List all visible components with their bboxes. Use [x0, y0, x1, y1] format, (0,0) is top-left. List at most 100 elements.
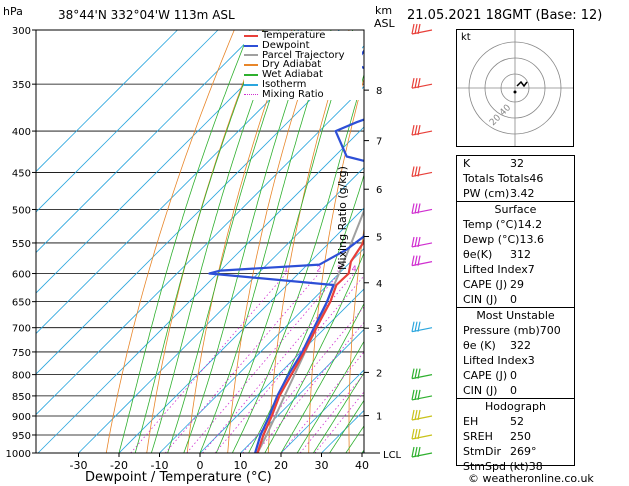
temperature-tick-label: -30: [70, 459, 88, 472]
x-axis-label: Dewpoint / Temperature (°C): [85, 470, 272, 485]
legend: Temperature Dewpoint Parcel Trajectory Dry …: [244, 30, 362, 100]
table-row: CIN (J) 0: [457, 292, 574, 307]
wind-barb: [411, 78, 433, 89]
table-row-value: 269°: [510, 445, 537, 458]
lcl-label: LCL: [383, 450, 402, 461]
pressure-tick-label: 700: [12, 324, 31, 335]
legend-label: Dewpoint: [262, 39, 310, 51]
pressure-tick-label: 750: [12, 348, 31, 359]
pressure-tick-label: 400: [12, 127, 31, 138]
wind-barb: [411, 255, 433, 267]
legend-label: Wet Adiabat: [262, 69, 323, 81]
table-row-label: SREH: [463, 430, 493, 443]
isotherm-line: [78, 166, 364, 453]
table-row-label: Temp (°C): [463, 218, 518, 231]
legend-item: Parcel Trajectory: [244, 50, 362, 61]
asl-label: ASL: [374, 17, 395, 30]
table-row: PW (cm) 3.42: [457, 186, 574, 201]
pressure-tick-label: 450: [12, 168, 31, 179]
copyright: © weatheronline.co.uk: [468, 472, 594, 485]
legend-swatch: [244, 54, 258, 57]
wind-barb: [411, 23, 433, 35]
legend-swatch: [244, 83, 258, 86]
table-row: Temp (°C) 14.2: [457, 217, 574, 232]
most-unstable-section-title: Most Unstable: [457, 307, 574, 323]
table-row: CAPE (J) 0: [457, 368, 574, 383]
wind-barb: [411, 446, 433, 458]
most-unstable-section: Pressure (mb) 700 θe (K) 322 Lifted Index 3 CA…: [457, 323, 574, 398]
legend-label: Dry Adiabat: [262, 59, 322, 71]
temperature-tick-label: 10: [234, 459, 248, 472]
temperature-tick-label: -20: [110, 459, 128, 472]
mixing-ratio-label: 3: [337, 265, 342, 274]
table-row-label: CAPE (J): [463, 278, 508, 291]
dry-adiabat-line: [348, 225, 364, 453]
table-row-label: CIN (J): [463, 384, 498, 397]
pressure-tick-label: 1000: [6, 449, 31, 460]
table-row-value: 3: [527, 354, 535, 367]
km-tick-label: 3: [376, 324, 382, 335]
km-tick-label: 7: [376, 137, 382, 148]
km-tick-label: 6: [376, 185, 382, 196]
mixing-ratio-line: [281, 351, 364, 453]
table-row-label: StmSpd (kt): [463, 460, 529, 473]
table-row-value: 322: [510, 339, 531, 352]
table-row-value: 46: [529, 172, 544, 185]
table-row-label: EH: [463, 415, 479, 428]
table-row: CIN (J) 0: [457, 383, 574, 398]
km-tick-label: 5: [376, 233, 382, 244]
mixing-ratio-label: 10: [400, 265, 410, 274]
table-row-value: 0: [510, 369, 517, 382]
mixing-ratio-line: [299, 373, 364, 453]
pressure-tick-label: 950: [12, 431, 31, 442]
legend-item: Wet Adiabat: [244, 70, 362, 80]
dry-adiabat-line: [227, 30, 321, 453]
wind-barb: [411, 409, 433, 421]
table-row-label: θe (K): [463, 339, 496, 352]
km-tick-label: 4: [376, 279, 382, 290]
mixing-ratio-axis-label: Mixing Ratio (g/kg): [336, 166, 349, 270]
wet-adiabat-line: [329, 399, 364, 453]
legend-swatch: [244, 94, 258, 96]
storm-motion-marker: [513, 90, 517, 94]
wet-adiabat-line: [264, 252, 364, 453]
isotherm-line: [36, 30, 219, 213]
table-row: Pressure (mb) 700: [457, 323, 574, 338]
table-row: Lifted Index 7: [457, 262, 574, 277]
table-row: CAPE (J) 29: [457, 277, 574, 292]
wet-adiabat-line: [199, 30, 332, 453]
dry-adiabat-line: [388, 30, 435, 453]
table-row-value: 0: [510, 384, 517, 397]
table-row-value: 14.2: [517, 218, 543, 231]
hodograph-panel: 20 40 kt: [456, 29, 574, 147]
km-label: km: [375, 4, 393, 17]
wet-adiabat-line: [183, 30, 313, 453]
table-row-value: 312: [510, 248, 531, 261]
dewpoint-profile: [208, 49, 364, 453]
mixing-ratio-line: [314, 391, 364, 453]
isotherm-line: [36, 30, 259, 254]
isotherm-line: [280, 369, 364, 453]
table-row-value: 7: [527, 263, 535, 276]
isotherm-line: [36, 30, 340, 335]
pressure-tick-label: 900: [12, 412, 31, 423]
wind-barb: [411, 428, 433, 440]
table-row-label: PW (cm): [463, 187, 510, 200]
table-row-value: 38: [528, 460, 543, 473]
wet-adiabat-line: [248, 173, 364, 453]
table-row-label: Lifted Index: [463, 354, 528, 367]
wet-adiabat-line: [296, 340, 364, 453]
legend-item: Isotherm: [244, 79, 362, 90]
table-row: Totals Totals 46: [457, 171, 574, 186]
mixing-ratio-label: 2: [316, 265, 321, 274]
table-row-label: CIN (J): [463, 293, 498, 306]
indices-table: K 32 Totals Totals 46 PW (cm) 3.42 Surface Te…: [456, 155, 575, 473]
temperature-tick-label: 20: [274, 459, 288, 472]
wind-barb: [411, 368, 433, 380]
surface-section: Temp (°C) 14.2 Dewp (°C) 13.6 θe(K) 312 Lifted…: [457, 217, 574, 307]
temperature-profile: [256, 237, 364, 453]
table-row-value: 700: [539, 324, 561, 337]
table-row-label: θe(K): [463, 248, 493, 261]
